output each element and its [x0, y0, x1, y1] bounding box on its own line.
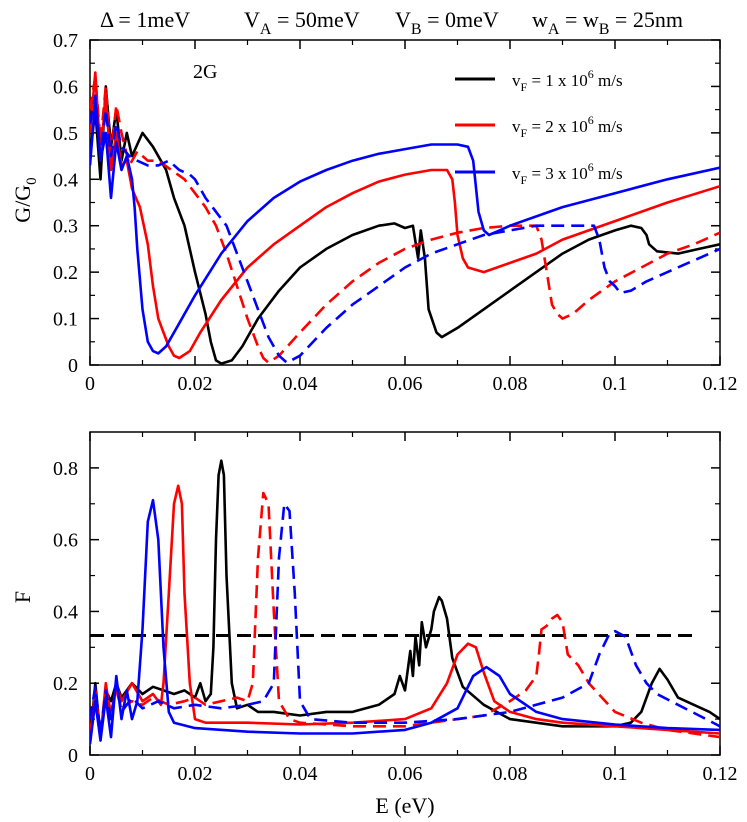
top-ytick-label: 0.6	[53, 76, 78, 98]
bottom-series-red-dashed	[90, 491, 720, 739]
legend-item: vF = 1 x 106 m/s	[455, 67, 623, 94]
top-annotation: 2G	[193, 61, 217, 83]
top-series	[90, 71, 720, 365]
bottom-xtick-label: 0.08	[493, 763, 528, 785]
top-ytick-label: 0.5	[53, 123, 78, 145]
bottom-series-blue-solid	[90, 498, 720, 745]
header-title: Δ = 1meV VA = 50meV VB = 0meV wA = wB = …	[100, 7, 683, 38]
bottom-ytick-label: 0.8	[53, 458, 78, 480]
top-ytick-label: 0.3	[53, 216, 78, 238]
bottom-ytick-label: 0	[68, 745, 78, 767]
bottom-series-blue-dashed	[90, 502, 720, 735]
bottom-series-red-solid	[90, 484, 720, 739]
legend-label-v3: vF = 3 x 106 m/s	[512, 160, 623, 187]
header-vb: VB = 0meV	[395, 7, 499, 38]
bottom-xtick-label: 0.04	[283, 763, 318, 785]
top-series-black-solid	[90, 85, 720, 365]
bottom-xtick-label: 0.12	[703, 763, 738, 785]
header-delta: Δ = 1meV	[100, 7, 190, 32]
top-series-red-dashed	[90, 75, 720, 364]
top-ytick-label: 0.7	[53, 30, 78, 52]
legend-label-v2: vF = 2 x 106 m/s	[512, 113, 623, 140]
top-xtick-label: 0.08	[493, 373, 528, 395]
bottom-series	[90, 459, 720, 745]
top-xtick-label: 0.02	[178, 373, 213, 395]
top-series-blue-dashed	[90, 94, 720, 364]
bottom-ytick-label: 0.6	[53, 530, 78, 552]
top-ytick-label: 0.2	[53, 262, 78, 284]
top-ytick-label: 0.4	[53, 169, 78, 191]
top-ytick-label: 0	[68, 355, 78, 377]
bottom-ylabel: F	[10, 591, 35, 603]
top-xtick-label: 0	[85, 373, 95, 395]
legend-label-v1: vF = 1 x 106 m/s	[512, 67, 623, 94]
top-axis-ticks: 0 0.02 0.04 0.06 0.08 0.1 0.12 0 0.1 0.2 0.3 0.4 0.5…	[53, 30, 738, 395]
top-xtick-label: 0.04	[283, 373, 318, 395]
header-va: VA = 50meV	[244, 7, 360, 38]
bottom-xtick-label: 0.02	[178, 763, 213, 785]
bottom-xtick-label: 0.06	[388, 763, 423, 785]
legend-item: vF = 3 x 106 m/s	[455, 160, 623, 187]
top-ytick-label: 0.1	[53, 309, 78, 331]
bottom-xtick-label: 0	[85, 763, 95, 785]
top-xtick-label: 0.06	[388, 373, 423, 395]
header-w: wA = wB = 25nm	[532, 7, 683, 38]
top-xtick-label: 0.1	[603, 373, 628, 395]
legend-item: vF = 2 x 106 m/s	[455, 113, 623, 140]
top-ylabel: G/G0	[10, 177, 40, 222]
legend: vF = 1 x 106 m/s vF = 2 x 106 m/s vF = 3…	[455, 67, 623, 187]
bottom-xlabel: E (eV)	[375, 793, 434, 818]
bottom-ytick-label: 0.2	[53, 673, 78, 695]
bottom-ytick-label: 0.4	[53, 601, 78, 623]
bottom-xtick-label: 0.1	[603, 763, 628, 785]
top-xtick-label: 0.12	[703, 373, 738, 395]
bottom-axis-ticks: 0 0.02 0.04 0.06 0.08 0.1 0.12 0 0.2 0.4 0.6 0.8	[53, 432, 738, 785]
top-panel: 0 0.02 0.04 0.06 0.08 0.1 0.12 0 0.1 0.2 0.3 0.4 0.5…	[10, 30, 738, 395]
